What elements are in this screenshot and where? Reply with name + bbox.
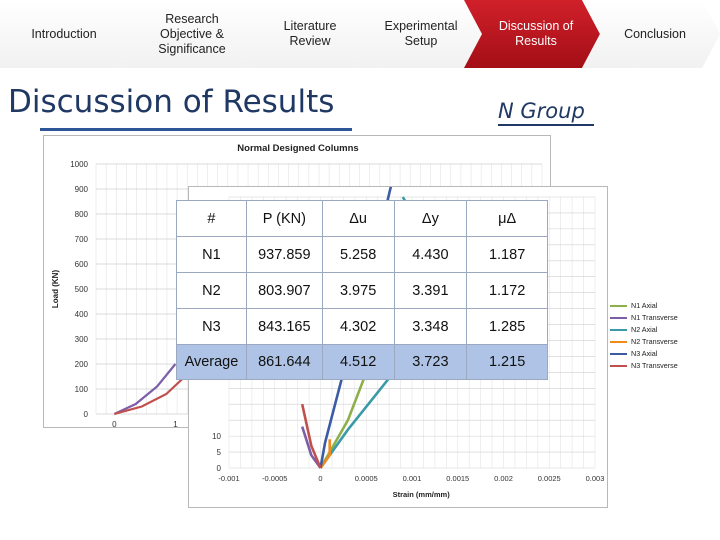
x-tick-label: 0.0005: [355, 474, 378, 483]
table-row: N2 803.907 3.975 3.391 1.172: [176, 272, 548, 309]
nav-label: Experimental Setup: [384, 19, 458, 48]
legend-label: N3 Axial: [631, 349, 658, 359]
x-tick-label: 0: [318, 474, 322, 483]
legend-item: N3 Transverse: [610, 360, 714, 371]
nav-label: Introduction: [31, 26, 97, 41]
y-tick-label: 200: [75, 360, 89, 369]
table-cell: 4.302: [321, 308, 395, 345]
table-cell: 861.644: [245, 344, 323, 380]
results-table: # P (KN) Δu Δy μΔ N1 937.859 5.258 4.430…: [176, 200, 548, 380]
header-cell: Δu: [321, 200, 395, 237]
table-cell: 1.172: [466, 272, 548, 309]
x-tick-label: 0.002: [494, 474, 513, 483]
legend-item: N2 Axial: [610, 324, 714, 335]
series-line: [114, 373, 189, 416]
legend-label: N1 Transverse: [631, 313, 678, 323]
table-cell: 4.430: [393, 236, 468, 273]
table-header-row: # P (KN) Δu Δy μΔ: [176, 200, 548, 237]
y-tick-label: 600: [75, 260, 89, 269]
group-label: N Group: [498, 99, 585, 123]
y-tick-label: 500: [75, 285, 89, 294]
legend-swatch: [610, 304, 627, 307]
table-row-average: Average 861.644 4.512 3.723 1.215: [176, 344, 548, 380]
table-cell: N3: [176, 308, 247, 345]
legend-swatch: [610, 364, 627, 367]
table-cell: Average: [176, 344, 247, 380]
nav-step-introduction[interactable]: Introduction: [0, 0, 134, 68]
series-line: [113, 363, 177, 415]
table-cell: 3.723: [393, 344, 468, 380]
header-cell: Δy: [393, 200, 468, 237]
legend-label: N2 Axial: [631, 325, 658, 335]
legend-swatch: [610, 340, 627, 343]
nav-step-literature-review[interactable]: Literature Review: [242, 0, 370, 68]
x-tick-label: -0.0005: [262, 474, 287, 483]
table-cell: 803.907: [245, 272, 323, 309]
y-tick-label: 0: [217, 464, 222, 473]
y-tick-label: 100: [75, 385, 89, 394]
legend-label: N2 Transverse: [631, 337, 678, 347]
y-tick-label: 300: [75, 335, 89, 344]
nav-step-research-objective[interactable]: Research Objective & Significance: [116, 0, 260, 68]
legend-label: N1 Axial: [631, 301, 658, 310]
y-tick-label: 400: [75, 310, 89, 319]
y-tick-label: 700: [75, 235, 89, 244]
table-cell: 3.975: [321, 272, 395, 309]
x-tick-label: 0.0015: [446, 474, 469, 483]
x-tick-label: -0.001: [218, 474, 239, 483]
y-axis-label: Load (KN): [51, 270, 60, 309]
legend-label: N3 Transverse: [631, 361, 678, 371]
x-tick-label: 0.0025: [538, 474, 561, 483]
section-nav: Introduction Research Objective & Signif…: [0, 0, 720, 68]
table-cell: N1: [176, 236, 247, 273]
table-cell: 1.285: [466, 308, 548, 345]
table-cell: 937.859: [245, 236, 323, 273]
x-tick-label: 0.001: [403, 474, 422, 483]
x-tick-label: 0.003: [586, 474, 605, 483]
strain-chart-legend: N1 Axial N1 Transverse N2 Axial N2 Trans…: [610, 300, 714, 373]
title-underline: [40, 128, 352, 131]
legend-swatch: [610, 328, 627, 331]
nav-label: Conclusion: [624, 26, 686, 41]
page-title: Discussion of Results: [8, 84, 335, 120]
chart-title: Normal Designed Columns: [237, 143, 358, 154]
y-tick-label: 0: [84, 410, 89, 419]
nav-step-discussion-of-results[interactable]: Discussion of Results: [464, 0, 600, 68]
table-row: N1 937.859 5.258 4.430 1.187: [176, 236, 548, 273]
legend-item: N1 Transverse: [610, 312, 714, 323]
series-line: [319, 439, 331, 469]
y-tick-label: 900: [75, 185, 89, 194]
x-axis-label: Strain (mm/mm): [393, 490, 451, 499]
y-tick-label: 1000: [70, 160, 88, 169]
y-tick-label: 10: [212, 432, 221, 441]
nav-label: Literature Review: [283, 19, 337, 48]
table-cell: 3.348: [393, 308, 468, 345]
group-underline: [498, 124, 594, 126]
nav-step-conclusion[interactable]: Conclusion: [582, 0, 720, 68]
table-row: N3 843.165 4.302 3.348 1.285: [176, 308, 548, 345]
legend-swatch: [610, 316, 627, 319]
y-tick-label: 5: [217, 448, 222, 457]
nav-label: Research Objective & Significance: [158, 11, 226, 56]
table-cell: 1.187: [466, 236, 548, 273]
table-cell: 3.391: [393, 272, 468, 309]
header-cell: #: [176, 200, 247, 237]
table-cell: 5.258: [321, 236, 395, 273]
series-line: [300, 403, 322, 469]
legend-item: N1 Axial: [610, 300, 714, 311]
legend-item: N3 Axial: [610, 348, 714, 359]
header-cell: P (KN): [245, 200, 323, 237]
table-cell: N2: [176, 272, 247, 309]
nav-step-experimental-setup[interactable]: Experimental Setup: [352, 0, 482, 68]
legend-item: N2 Transverse: [610, 336, 714, 347]
y-tick-label: 800: [75, 210, 89, 219]
table-cell: 1.215: [466, 344, 548, 380]
x-tick-label: 0: [112, 420, 117, 429]
table-cell: 843.165: [245, 308, 323, 345]
nav-label: Discussion of Results: [498, 19, 574, 48]
legend-swatch: [610, 352, 627, 355]
table-cell: 4.512: [321, 344, 395, 380]
header-cell: μΔ: [466, 200, 548, 237]
x-tick-label: 1: [173, 420, 178, 429]
